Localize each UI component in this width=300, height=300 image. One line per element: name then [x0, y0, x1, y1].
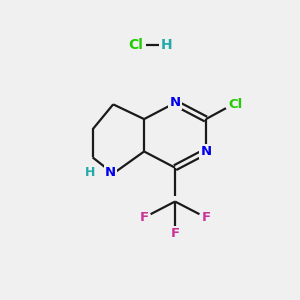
- Text: H: H: [160, 38, 172, 52]
- Text: F: F: [140, 211, 149, 224]
- Text: F: F: [201, 211, 211, 224]
- Text: H: H: [85, 166, 95, 178]
- Text: N: N: [169, 96, 181, 110]
- Text: F: F: [170, 227, 180, 240]
- Text: Cl: Cl: [228, 98, 242, 111]
- Text: N: N: [105, 166, 116, 178]
- Text: Cl: Cl: [128, 38, 143, 52]
- Text: N: N: [200, 145, 211, 158]
